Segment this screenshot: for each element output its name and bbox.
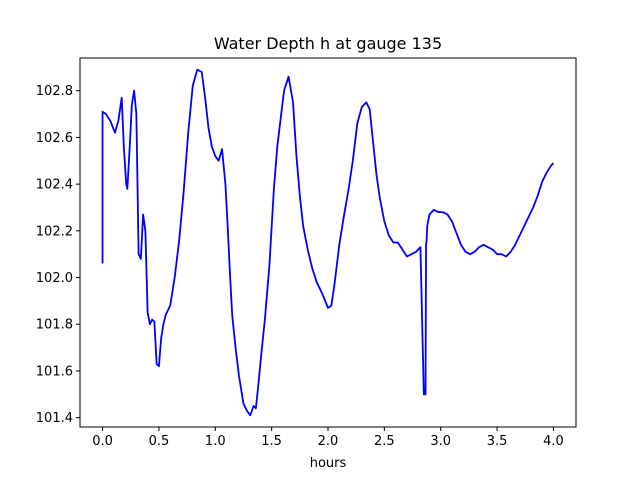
x-axis-ticks: 0.0 0.5 1.0 1.5 2.0 2.5 3.0 3.5 4.0 (92, 427, 564, 449)
x-axis-label: hours (310, 456, 347, 471)
x-tick-label: 1.5 (261, 434, 282, 449)
y-tick-label: 101.4 (36, 411, 73, 426)
x-tick-label: 2.0 (318, 434, 339, 449)
x-tick-label: 2.5 (374, 434, 395, 449)
x-tick-label: 3.5 (487, 434, 508, 449)
x-tick-label: 4.0 (543, 434, 564, 449)
y-tick-label: 102.0 (36, 271, 73, 286)
y-tick-label: 101.8 (36, 318, 73, 333)
x-tick-label: 1.0 (205, 434, 226, 449)
y-tick-label: 102.4 (36, 178, 73, 193)
y-tick-label: 102.2 (36, 224, 73, 239)
chart-title: Water Depth h at gauge 135 (214, 34, 442, 53)
x-tick-label: 0.5 (149, 434, 170, 449)
y-tick-label: 102.6 (36, 131, 73, 146)
y-tick-label: 101.6 (36, 364, 73, 379)
x-tick-label: 0.0 (92, 434, 113, 449)
plot-area (79, 57, 577, 428)
series-line-water-depth (101, 68, 555, 417)
x-tick-label: 3.0 (430, 434, 451, 449)
y-tick-label: 102.8 (36, 84, 73, 99)
axes-frame (79, 57, 577, 428)
y-axis-ticks: 101.4 101.6 101.8 102.0 102.2 102.4 102.6 102.8 (36, 84, 80, 426)
